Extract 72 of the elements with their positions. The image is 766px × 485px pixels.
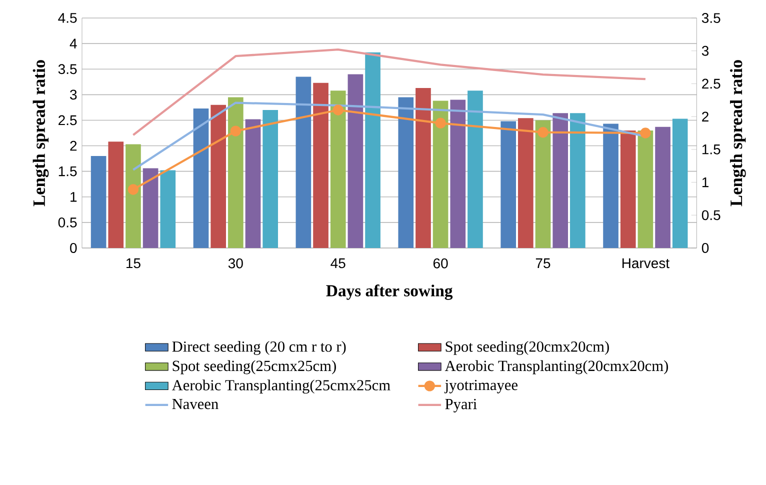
bar — [518, 118, 534, 248]
legend-label: Aerobic Transplanting(25cmx25cm — [172, 380, 390, 394]
y-tick-label: 2.5 — [58, 115, 77, 126]
bar — [296, 76, 312, 248]
bar — [90, 156, 106, 248]
legend-label: Spot seeding(25cmx25cm) — [172, 360, 336, 374]
legend-label: Pyari — [445, 398, 477, 412]
y2-tick-label: 1 — [702, 177, 708, 188]
x-tick-label: 60 — [433, 258, 448, 268]
bar — [416, 88, 431, 248]
point — [538, 127, 548, 138]
bar — [570, 113, 586, 248]
y2-tick-label: 0 — [702, 243, 709, 253]
bar — [365, 52, 380, 248]
point — [230, 126, 242, 136]
point — [332, 104, 344, 116]
y2-tick-label: 3 — [702, 46, 709, 56]
bar — [638, 130, 654, 248]
legend-label: Aerobic Transplanting(20cmx20cm) — [444, 360, 668, 374]
bar — [603, 124, 618, 248]
y2-tick-label: 2 — [702, 112, 708, 122]
x-tick-label: 75 — [536, 258, 550, 268]
bar — [535, 120, 551, 248]
y2-tick-label: 2.5 — [702, 78, 720, 89]
bar — [468, 90, 483, 248]
x-axis-title: Days after sowing — [326, 284, 453, 300]
bar — [313, 82, 328, 248]
bar — [398, 97, 414, 248]
y2-tick-label: 1.5 — [702, 144, 720, 154]
y-tick-label: 2 — [70, 140, 77, 151]
bar — [210, 104, 226, 248]
bar — [126, 144, 141, 248]
point — [435, 118, 446, 128]
y-tick-label: 0.5 — [58, 217, 77, 228]
point — [128, 184, 139, 195]
x-tick-label: 30 — [228, 258, 243, 268]
bar — [432, 100, 448, 248]
x-tick-label: 45 — [330, 258, 346, 268]
y-tick-label: 1.5 — [58, 166, 77, 176]
bar — [228, 97, 244, 248]
bar — [500, 121, 516, 248]
legend-label: Spot seeding(20cmx20cm) — [446, 340, 609, 355]
legend-label: jyotrimayee — [444, 380, 518, 394]
legend-label: Direct seeding (20 cm r to r) — [172, 340, 346, 355]
point — [640, 128, 651, 138]
y2-axis-title: Length spread ratio — [730, 60, 746, 206]
y-tick-label: 4.5 — [58, 13, 77, 23]
y-tick-label: 4 — [70, 38, 77, 48]
bar — [348, 74, 364, 248]
y-tick-label: 3 — [70, 90, 77, 100]
bar — [330, 90, 346, 248]
bar — [245, 119, 261, 248]
y-axis-title: Length spread ratio — [32, 60, 49, 206]
y-tick-label: 1 — [70, 192, 77, 202]
bar — [672, 118, 688, 248]
y2-tick-label: 0.5 — [702, 210, 720, 220]
y2-tick-label: 3.5 — [702, 13, 720, 23]
bar — [262, 110, 278, 248]
bar — [655, 126, 670, 248]
bar — [142, 168, 158, 248]
bar — [552, 113, 568, 248]
bar — [450, 100, 466, 248]
bar — [193, 108, 209, 248]
x-tick-label: Harvest — [622, 258, 670, 268]
bar — [620, 130, 636, 248]
line-series — [132, 48, 647, 136]
y-tick-label: 0 — [70, 243, 77, 253]
bar — [108, 142, 124, 248]
legend-label: Naveen — [172, 398, 218, 410]
x-tick-label: 15 — [126, 258, 140, 268]
y-tick-label: 3.5 — [58, 64, 77, 74]
bar — [160, 170, 176, 248]
